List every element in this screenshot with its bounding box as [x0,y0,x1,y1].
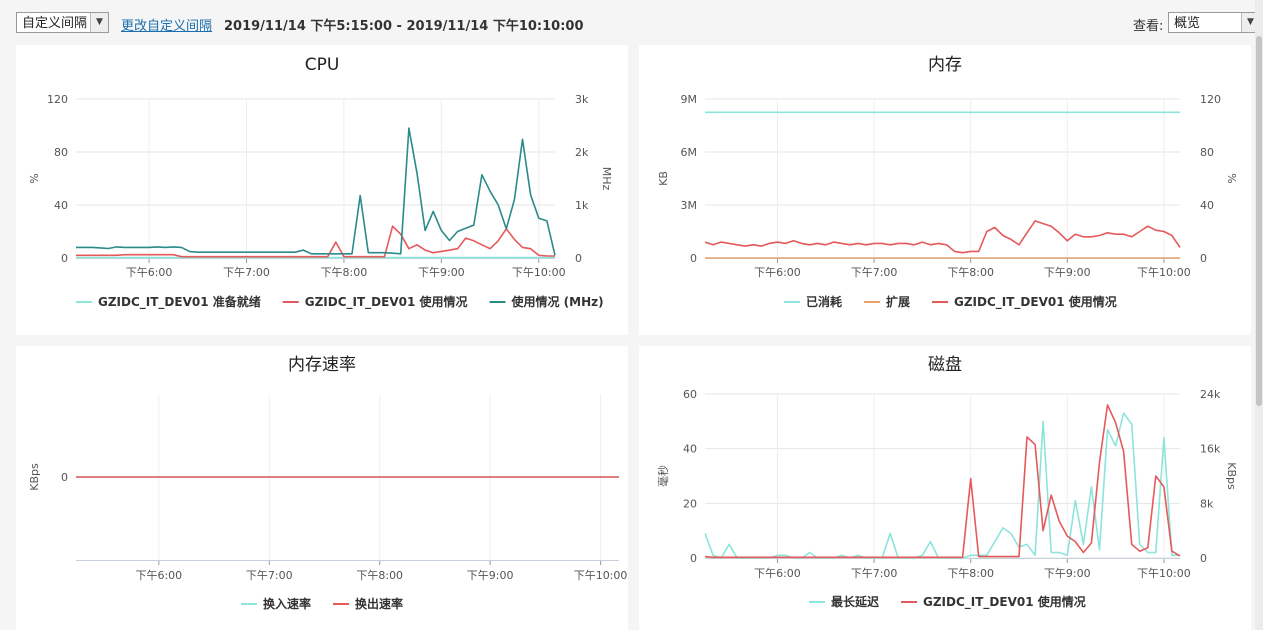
x-tick-label: 下午10:00 [1137,567,1191,580]
chevron-down-icon[interactable]: ▼ [1241,13,1259,32]
x-tick-label: 下午8:00 [947,567,994,580]
interval-select-value: 自定义间隔 [22,16,88,31]
scrollbar-thumb[interactable] [1256,36,1262,406]
interval-select[interactable]: 自定义间隔 ▼ [16,12,109,33]
legend-item-label: 使用情况 (MHz) [511,294,604,309]
chart-title: 磁盘 [928,355,962,375]
legend-item-label: GZIDC_IT_DEV01 使用情况 [923,594,1086,610]
legend-item-label: GZIDC_IT_DEV01 准备就绪 [98,294,261,310]
x-tick-label: 下午6:00 [754,567,801,580]
x-tick-label: 下午7:00 [851,266,898,279]
y-left-tick-label: 0 [61,252,68,265]
y-right-tick-label: 0 [575,252,582,265]
x-tick-label: 下午8:00 [947,266,994,279]
y-left-axis-label: KB [657,171,670,186]
cpu-chart: CPU 0 40 80 120% 0 1k 2k 3k MHz 下午6:00 下午7:00 下午8:00… [28,55,613,310]
y-left-tick-label: 0 [61,471,68,484]
x-tick-label: 下午6:00 [126,266,173,279]
x-tick-label: 下午9:00 [418,266,465,279]
time-range: 2019/11/14 下午5:15:00 - 2019/11/14 下午10:1… [224,19,584,34]
y-left-axis-label: 毫秒 [656,465,670,487]
legend-item-label: 最长延迟 [831,594,879,609]
x-tick-label: 下午9:00 [1044,567,1091,580]
x-tick-label: 下午9:00 [467,569,514,582]
y-right-tick-label: 8k [1200,497,1214,510]
disk-panel: 磁盘 0 20 40 60 毫秒 0 8k 16k 24k KBps 下午6:00 下午7:00 下午8:… [639,346,1251,630]
x-tick-label: 下午10:00 [574,569,628,582]
y-left-tick-label: 6M [681,146,698,159]
view-select[interactable]: 概览 ▼ [1168,12,1260,33]
change-interval-link[interactable]: 更改自定义间隔 [121,19,213,34]
x-tick-label: 下午10:00 [512,266,566,279]
series-line-disk-0 [704,412,1180,559]
chevron-down-icon[interactable]: ▼ [90,13,108,32]
disk-chart: 磁盘 0 20 40 60 毫秒 0 8k 16k 24k KBps 下午6:00 下午7:00 下午8:… [656,355,1238,610]
x-tick-label: 下午7:00 [223,266,270,279]
legend-item-label: 扩展 [886,294,910,309]
y-right-tick-label: 2k [575,146,589,159]
series-line-cpu-1 [76,225,555,258]
y-right-tick-label: 40 [1200,199,1214,212]
x-tick-label: 下午10:00 [1137,266,1191,279]
page-scrollbar[interactable] [1255,0,1263,630]
y-right-axis-label: % [1225,173,1238,183]
y-right-tick-label: 1k [575,199,589,212]
y-right-tick-label: 24k [1200,388,1221,401]
y-left-tick-label: 0 [690,552,697,565]
x-tick-label: 下午6:00 [135,569,182,582]
y-right-tick-label: 120 [1200,93,1221,106]
x-tick-label: 下午7:00 [851,567,898,580]
legend-item-label: 换出速率 [355,596,403,611]
y-left-axis-label: % [28,173,41,183]
y-right-tick-label: 0 [1200,552,1207,565]
series-line-cpu-2 [76,127,556,256]
x-tick-label: 下午6:00 [754,266,801,279]
x-tick-label: 下午8:00 [321,266,368,279]
y-left-tick-label: 40 [54,199,68,212]
view-select-value: 概览 [1174,16,1201,31]
y-right-axis-label: KBps [1225,462,1238,490]
y-left-tick-label: 3M [681,199,698,212]
toolbar: 自定义间隔 ▼ 更改自定义间隔 2019/11/14 下午5:15:00 - 2… [0,0,1263,44]
y-right-tick-label: 0 [1200,252,1207,265]
x-tick-label: 下午9:00 [1044,266,1091,279]
x-tick-label: 下午8:00 [356,569,403,582]
y-right-tick-label: 3k [575,93,589,106]
y-left-tick-label: 0 [690,252,697,265]
legend-item-label: 换入速率 [263,596,311,611]
chart-title: CPU [305,55,340,75]
cpu-panel: CPU 0 40 80 120% 0 1k 2k 3k MHz 下午6:00 下午7:00 下午8:00… [16,45,628,335]
memory-rate-chart: 内存速率 0 KBps 下午6:00 下午7:00 下午8:00 下午9:00 下午10:00… [28,355,628,611]
y-left-axis-label: KBps [28,463,41,491]
memory-rate-panel: 内存速率 0 KBps 下午6:00 下午7:00 下午8:00 下午9:00 下午10:00… [16,346,628,630]
y-right-tick-label: 16k [1200,443,1221,456]
y-left-tick-label: 40 [683,443,697,456]
y-left-tick-label: 9M [681,93,698,106]
y-right-tick-label: 80 [1200,146,1214,159]
legend-item-label: GZIDC_IT_DEV01 使用情况 [305,294,468,310]
y-left-tick-label: 80 [54,146,68,159]
y-right-axis-label: MHz [600,167,613,191]
memory-chart: 内存 0 3M 6M 9M KB 0 40 80 120% 下午6:00 下午7:00 下午8:00 下午… [657,55,1238,310]
chart-title: 内存速率 [288,355,356,375]
y-left-tick-label: 60 [683,388,697,401]
memory-panel: 内存 0 3M 6M 9M KB 0 40 80 120% 下午6:00 下午7:00 下午8:00 下午… [639,45,1251,335]
legend-item-label: GZIDC_IT_DEV01 使用情况 [954,294,1117,310]
chart-title: 内存 [928,55,962,75]
x-tick-label: 下午7:00 [246,569,293,582]
legend-item-label: 已消耗 [806,294,842,309]
y-left-tick-label: 120 [47,93,68,106]
view-label: 查看: [1133,19,1164,34]
series-line-memory-2 [704,220,1181,254]
series-line-disk-1 [704,404,1181,559]
y-left-tick-label: 20 [683,497,697,510]
